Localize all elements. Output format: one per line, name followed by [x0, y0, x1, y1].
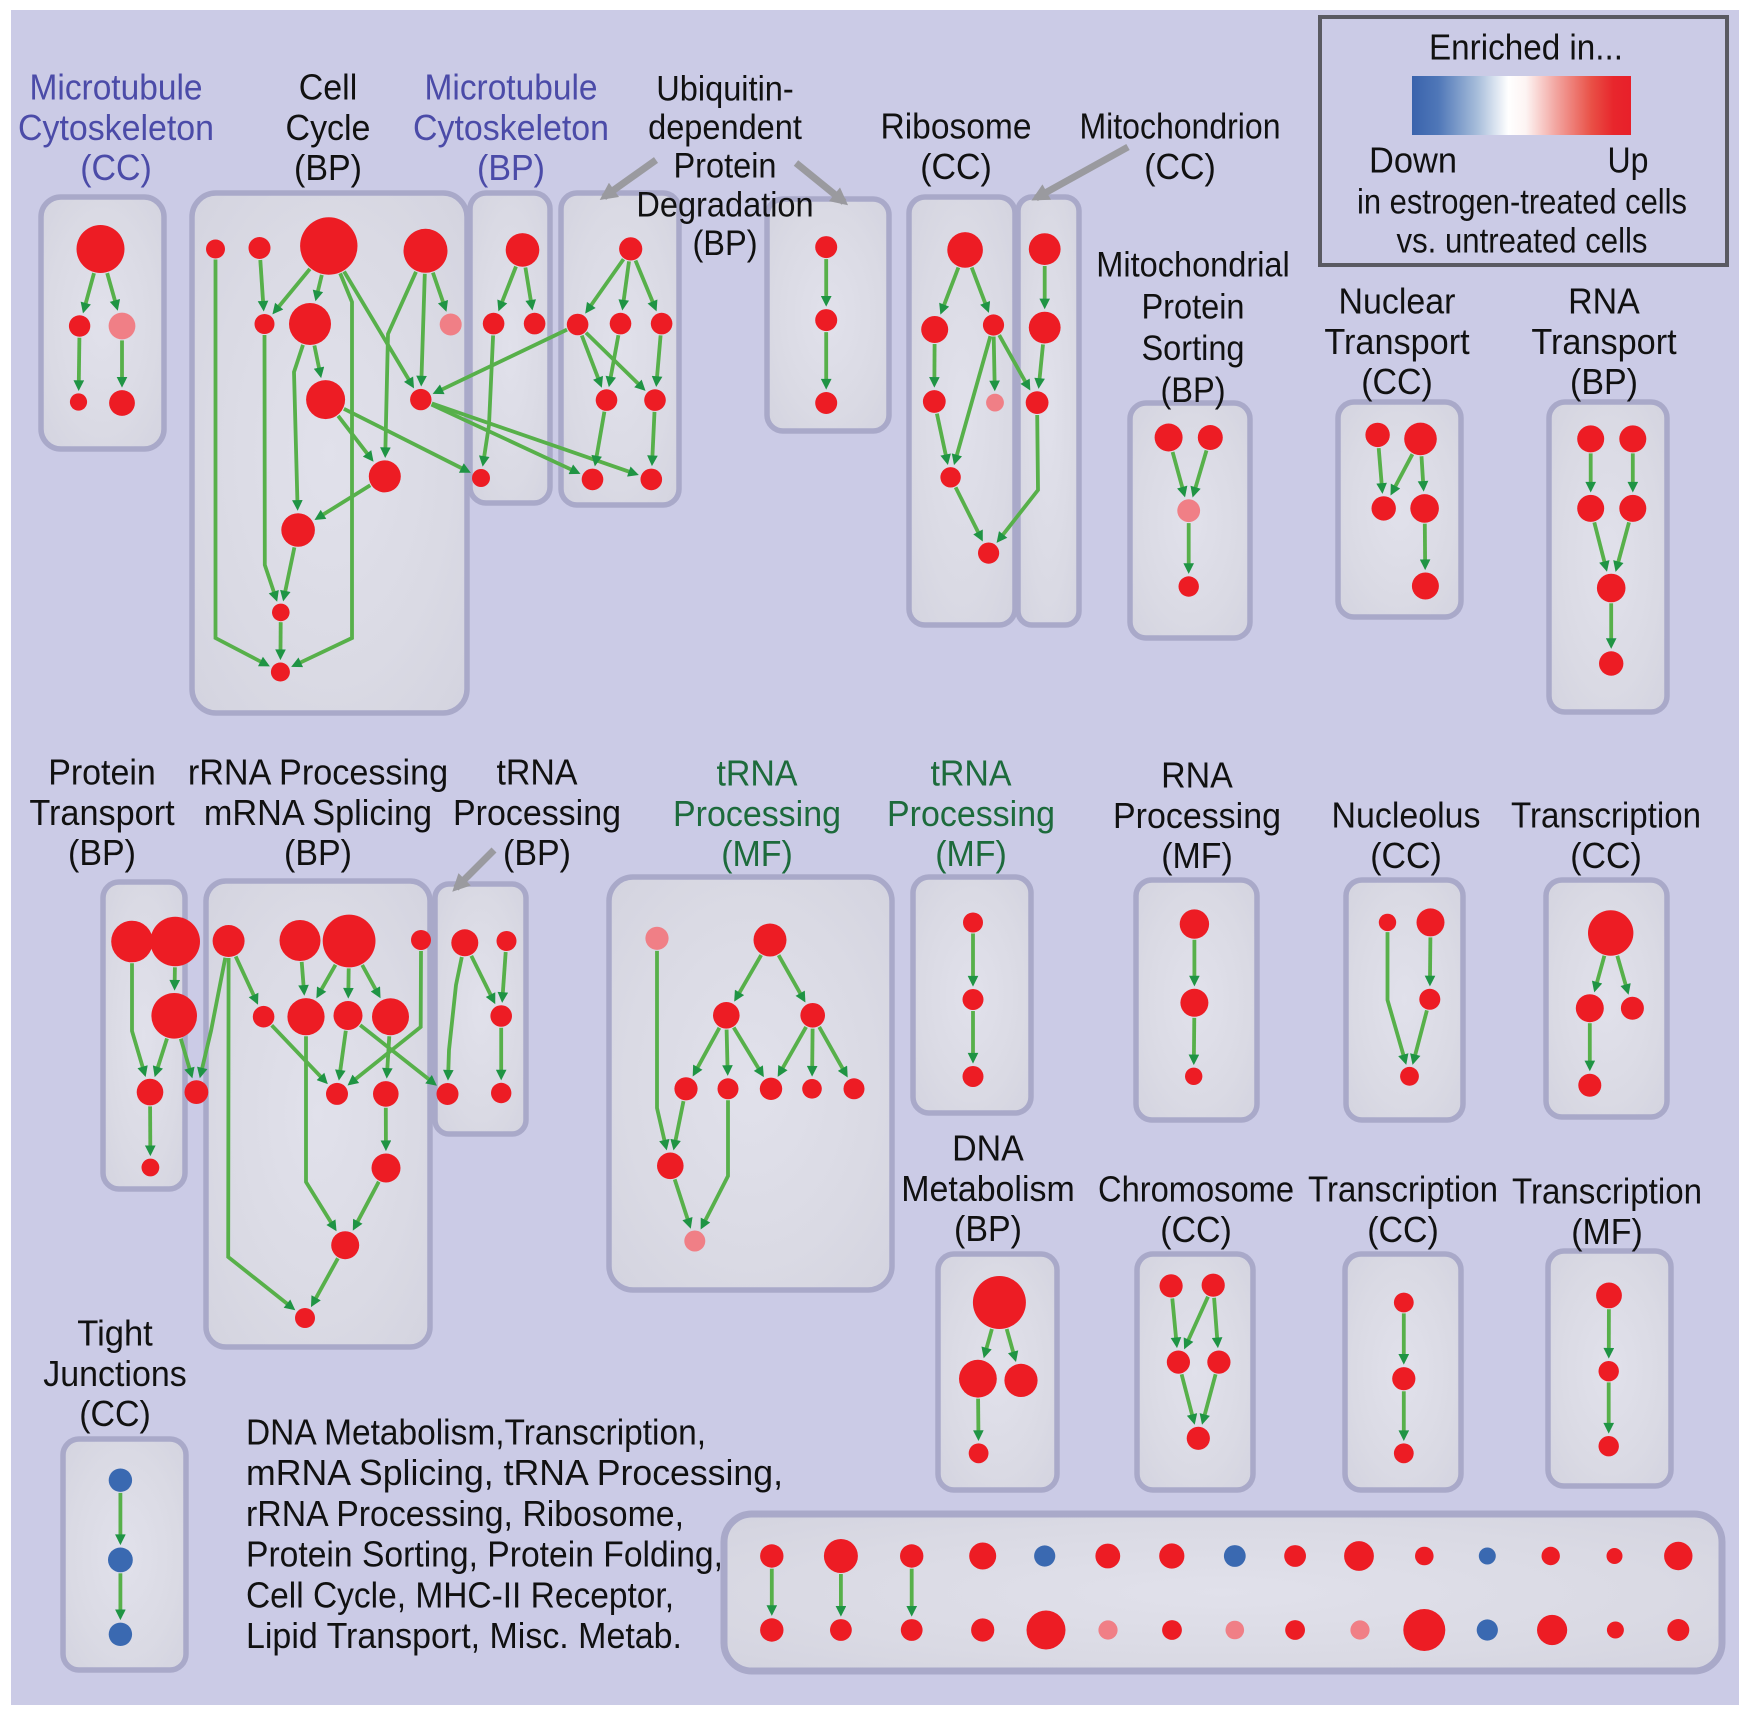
svg-text:Processing: Processing	[673, 793, 841, 834]
svg-text:Protein: Protein	[1141, 287, 1244, 326]
svg-text:Down: Down	[1369, 140, 1457, 181]
svg-text:Enriched in...: Enriched in...	[1429, 27, 1623, 68]
svg-text:Nucleolus: Nucleolus	[1332, 795, 1481, 836]
svg-text:RNA: RNA	[1568, 281, 1640, 322]
svg-text:rRNA Processing, Ribosome,: rRNA Processing, Ribosome,	[246, 1493, 684, 1534]
svg-text:Microtubule: Microtubule	[425, 67, 598, 108]
svg-text:Protein: Protein	[48, 752, 156, 793]
svg-text:in estrogen-treated cells: in estrogen-treated cells	[1357, 183, 1687, 222]
svg-text:(CC): (CC)	[1367, 1209, 1439, 1250]
svg-text:(CC): (CC)	[80, 147, 152, 188]
svg-text:Protein Sorting, Protein Foldi: Protein Sorting, Protein Folding,	[246, 1534, 723, 1575]
svg-text:Cytoskeleton: Cytoskeleton	[413, 107, 609, 148]
svg-text:Degradation: Degradation	[636, 185, 813, 224]
svg-text:Cycle: Cycle	[286, 107, 371, 148]
svg-text:mRNA Splicing, tRNA Processing: mRNA Splicing, tRNA Processing,	[246, 1452, 783, 1493]
svg-text:(MF): (MF)	[1571, 1211, 1643, 1252]
svg-text:Transport: Transport	[1324, 321, 1469, 362]
svg-text:rRNA Processing: rRNA Processing	[188, 752, 448, 793]
svg-text:Ribosome: Ribosome	[881, 106, 1032, 147]
svg-text:(BP): (BP)	[477, 147, 545, 188]
svg-text:Cell Cycle, MHC-II Receptor,: Cell Cycle, MHC-II Receptor,	[246, 1574, 674, 1615]
svg-text:Ubiquitin-: Ubiquitin-	[656, 70, 794, 109]
svg-text:Lipid Transport, Misc. Metab.: Lipid Transport, Misc. Metab.	[246, 1615, 682, 1656]
svg-text:(CC): (CC)	[1361, 361, 1433, 402]
svg-text:Sorting: Sorting	[1141, 329, 1244, 368]
svg-text:DNA: DNA	[952, 1128, 1024, 1169]
svg-text:Cytoskeleton: Cytoskeleton	[18, 107, 214, 148]
svg-text:(BP): (BP)	[284, 832, 352, 873]
svg-text:tRNA: tRNA	[930, 753, 1012, 794]
svg-text:(CC): (CC)	[1370, 835, 1442, 876]
svg-text:Mitochondrial: Mitochondrial	[1096, 246, 1290, 285]
svg-text:(MF): (MF)	[1161, 835, 1233, 876]
svg-text:Microtubule: Microtubule	[30, 67, 203, 108]
svg-text:(BP): (BP)	[1570, 361, 1638, 402]
svg-text:(CC): (CC)	[1160, 1209, 1232, 1250]
svg-text:(BP): (BP)	[1160, 371, 1225, 410]
svg-text:(BP): (BP)	[68, 832, 136, 873]
svg-text:tRNA: tRNA	[496, 752, 578, 793]
svg-text:(CC): (CC)	[920, 146, 992, 187]
svg-text:Processing: Processing	[887, 793, 1055, 834]
svg-text:Protein: Protein	[673, 147, 776, 186]
svg-text:Junctions: Junctions	[43, 1353, 186, 1394]
svg-text:mRNA Splicing: mRNA Splicing	[204, 792, 432, 833]
svg-text:Metabolism: Metabolism	[901, 1168, 1075, 1209]
svg-text:Transcription: Transcription	[1308, 1169, 1498, 1210]
svg-text:Mitochondrion: Mitochondrion	[1080, 106, 1281, 147]
svg-text:(CC): (CC)	[79, 1393, 151, 1434]
svg-text:(BP): (BP)	[692, 224, 757, 263]
svg-text:(BP): (BP)	[503, 832, 571, 873]
svg-text:vs. untreated cells: vs. untreated cells	[1397, 222, 1648, 261]
svg-text:Tight: Tight	[77, 1313, 153, 1354]
svg-text:(MF): (MF)	[721, 833, 793, 874]
svg-text:(MF): (MF)	[935, 833, 1007, 874]
svg-text:Processing: Processing	[453, 792, 621, 833]
svg-text:Transcription: Transcription	[1511, 795, 1701, 836]
svg-text:tRNA: tRNA	[716, 753, 798, 794]
svg-text:DNA Metabolism,Transcription,: DNA Metabolism,Transcription,	[246, 1412, 706, 1453]
svg-text:Cell: Cell	[299, 67, 358, 108]
svg-text:Transport: Transport	[29, 792, 174, 833]
svg-text:(BP): (BP)	[294, 147, 362, 188]
svg-text:Chromosome: Chromosome	[1098, 1169, 1294, 1210]
svg-text:(CC): (CC)	[1144, 146, 1216, 187]
svg-text:dependent: dependent	[648, 108, 802, 147]
svg-text:Processing: Processing	[1113, 795, 1281, 836]
svg-text:(CC): (CC)	[1570, 835, 1642, 876]
svg-text:Nuclear: Nuclear	[1339, 281, 1456, 322]
svg-text:Transcription: Transcription	[1512, 1171, 1702, 1212]
svg-text:Up: Up	[1608, 140, 1649, 181]
svg-text:RNA: RNA	[1161, 755, 1233, 796]
svg-text:(BP): (BP)	[954, 1208, 1022, 1249]
svg-text:Transport: Transport	[1531, 321, 1676, 362]
